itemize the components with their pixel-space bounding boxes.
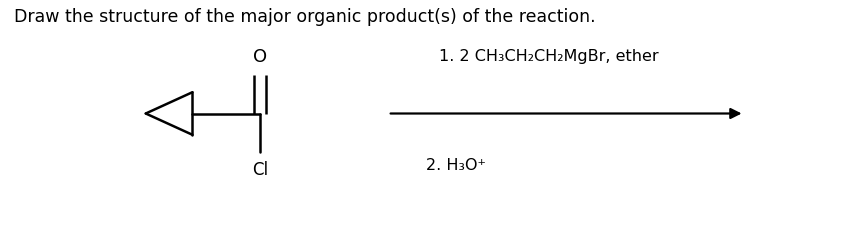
Text: Draw the structure of the major organic product(s) of the reaction.: Draw the structure of the major organic … bbox=[14, 8, 596, 26]
Text: O: O bbox=[253, 48, 268, 67]
Text: 2. H₃O⁺: 2. H₃O⁺ bbox=[426, 158, 486, 173]
Text: 1. 2 CH₃CH₂CH₂MgBr, ether: 1. 2 CH₃CH₂CH₂MgBr, ether bbox=[440, 49, 659, 64]
Text: Cl: Cl bbox=[252, 160, 268, 179]
